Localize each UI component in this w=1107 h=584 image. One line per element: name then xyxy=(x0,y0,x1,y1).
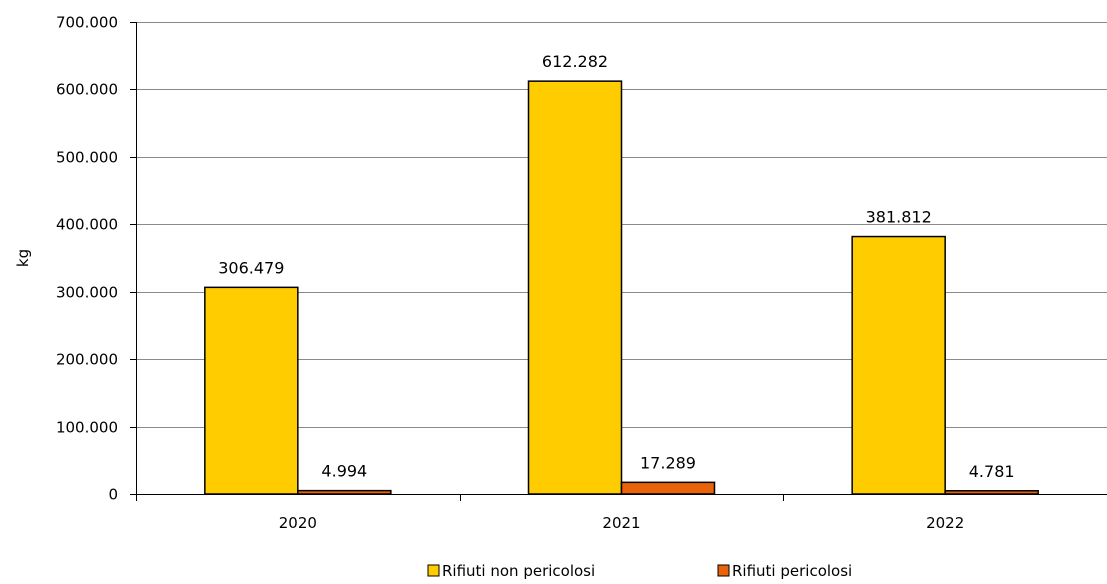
legend-label: Rifiuti pericolosi xyxy=(732,562,852,580)
bars xyxy=(204,80,1039,495)
y-tick-label: 100.000 xyxy=(56,419,118,437)
legend-swatch-rifiuti-pericolosi xyxy=(717,564,730,577)
x-tick-label: 2022 xyxy=(926,514,964,532)
legend-label: Rifiuti non pericolosi xyxy=(442,562,595,580)
y-tick-label: 400.000 xyxy=(56,216,118,234)
bar-rifiuti-pericolosi-2020 xyxy=(297,489,392,495)
y-tick-label: 200.000 xyxy=(56,351,118,369)
data-label: 381.812 xyxy=(866,208,932,227)
y-tick-label: 500.000 xyxy=(56,149,118,167)
legend-swatch-rifiuti-non-pericolosi xyxy=(427,564,440,577)
data-label: 4.994 xyxy=(321,462,367,481)
x-axis: 2020 2021 2022 xyxy=(136,494,1107,532)
data-label: 4.781 xyxy=(969,462,1015,481)
bar-rifiuti-non-pericolosi-2022 xyxy=(851,235,946,495)
x-tick-label: 2020 xyxy=(279,514,317,532)
x-tick-label: 2021 xyxy=(602,514,640,532)
bar-rifiuti-non-pericolosi-2021 xyxy=(527,80,623,495)
data-label: 17.289 xyxy=(640,453,696,472)
bar-rifiuti-non-pericolosi-2020 xyxy=(204,286,299,495)
data-labels: 306.479 4.994 612.282 17.289 381.812 4.781 xyxy=(218,52,1014,481)
y-axis-ticks: 0 100.000 200.000 300.000 400.000 500.000 600.… xyxy=(56,14,137,504)
bar-rifiuti-pericolosi-2022 xyxy=(944,490,1039,495)
data-label: 306.479 xyxy=(218,258,284,277)
y-tick-label: 0 xyxy=(108,486,118,504)
y-tick-label: 700.000 xyxy=(56,14,118,32)
y-axis-label: kg xyxy=(14,249,32,267)
data-label: 612.282 xyxy=(542,52,608,71)
y-tick-label: 300.000 xyxy=(56,284,118,302)
y-tick-label: 600.000 xyxy=(56,81,118,99)
bar-rifiuti-pericolosi-2021 xyxy=(620,481,716,495)
legend: Rifiuti non pericolosi Rifiuti pericolosi xyxy=(427,562,852,580)
